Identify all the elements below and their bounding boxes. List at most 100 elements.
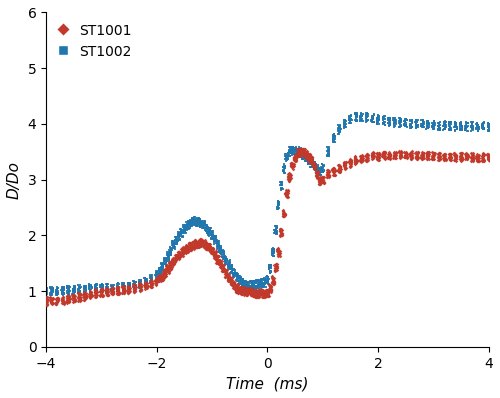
Point <box>109 286 117 293</box>
Point <box>178 230 186 236</box>
Point <box>446 125 454 131</box>
Point <box>374 113 382 120</box>
Point <box>200 220 208 226</box>
Point <box>228 279 235 286</box>
Point <box>375 117 383 123</box>
Point <box>392 150 400 156</box>
Point <box>200 242 208 249</box>
Point <box>315 170 323 177</box>
Point <box>378 153 386 160</box>
Point <box>420 152 428 158</box>
Point <box>208 248 216 254</box>
Point <box>336 126 344 132</box>
Point <box>318 171 326 178</box>
Point <box>474 123 482 129</box>
Point <box>48 288 56 295</box>
Point <box>214 253 222 259</box>
Point <box>204 229 212 236</box>
Point <box>279 213 287 220</box>
Point <box>374 121 382 127</box>
Point <box>124 281 132 287</box>
Point <box>386 115 394 121</box>
Point <box>152 272 160 278</box>
Point <box>276 232 284 239</box>
Point <box>316 166 324 173</box>
Point <box>98 293 106 299</box>
Point <box>152 278 160 285</box>
Point <box>424 124 432 131</box>
Point <box>330 171 338 178</box>
Point <box>315 171 323 177</box>
Point <box>241 287 249 293</box>
Point <box>294 146 302 152</box>
Point <box>270 248 278 254</box>
Point <box>462 123 470 129</box>
Point <box>284 150 292 156</box>
Point <box>407 122 415 128</box>
Point <box>254 293 262 299</box>
Point <box>284 155 292 162</box>
Point <box>170 240 178 246</box>
Point <box>308 162 316 168</box>
Point <box>147 275 155 281</box>
Point <box>120 284 128 290</box>
Point <box>408 119 416 125</box>
Point <box>188 245 196 251</box>
Point <box>160 273 168 279</box>
Point <box>447 121 455 127</box>
Point <box>59 294 67 300</box>
Point <box>335 162 343 168</box>
Point <box>220 254 228 260</box>
Point <box>86 289 94 296</box>
Point <box>220 256 228 262</box>
Point <box>154 274 162 281</box>
Point <box>417 152 425 158</box>
Point <box>286 178 294 184</box>
Point <box>187 247 195 253</box>
Point <box>316 169 324 175</box>
Point <box>202 222 210 228</box>
Point <box>485 128 493 134</box>
Point <box>156 266 164 273</box>
Point <box>220 254 228 260</box>
Point <box>300 154 308 160</box>
Point <box>266 289 274 295</box>
Point <box>156 274 164 281</box>
Point <box>444 153 452 160</box>
Point <box>194 216 202 222</box>
Point <box>300 148 308 154</box>
Point <box>400 123 408 129</box>
Point <box>290 148 298 155</box>
Point <box>282 193 290 199</box>
Point <box>227 277 235 284</box>
Point <box>208 230 216 236</box>
Point <box>369 154 377 160</box>
Point <box>462 125 470 131</box>
Point <box>390 115 398 122</box>
Point <box>255 292 263 298</box>
Point <box>224 262 232 269</box>
Point <box>261 288 269 295</box>
Point <box>280 170 288 176</box>
Point <box>74 295 82 301</box>
Point <box>308 157 316 163</box>
Point <box>246 282 254 289</box>
Point <box>219 264 227 270</box>
Point <box>230 274 238 281</box>
Point <box>203 229 211 236</box>
Point <box>98 285 106 292</box>
Point <box>320 163 328 169</box>
Point <box>408 123 416 130</box>
Point <box>292 146 300 153</box>
Point <box>374 115 382 122</box>
Point <box>92 289 100 295</box>
Point <box>206 241 214 248</box>
Point <box>227 269 235 275</box>
Point <box>238 276 246 282</box>
Point <box>214 253 222 259</box>
Point <box>42 285 50 292</box>
Point <box>192 244 200 250</box>
Point <box>248 278 256 284</box>
Point <box>342 123 349 129</box>
Point <box>342 122 349 128</box>
